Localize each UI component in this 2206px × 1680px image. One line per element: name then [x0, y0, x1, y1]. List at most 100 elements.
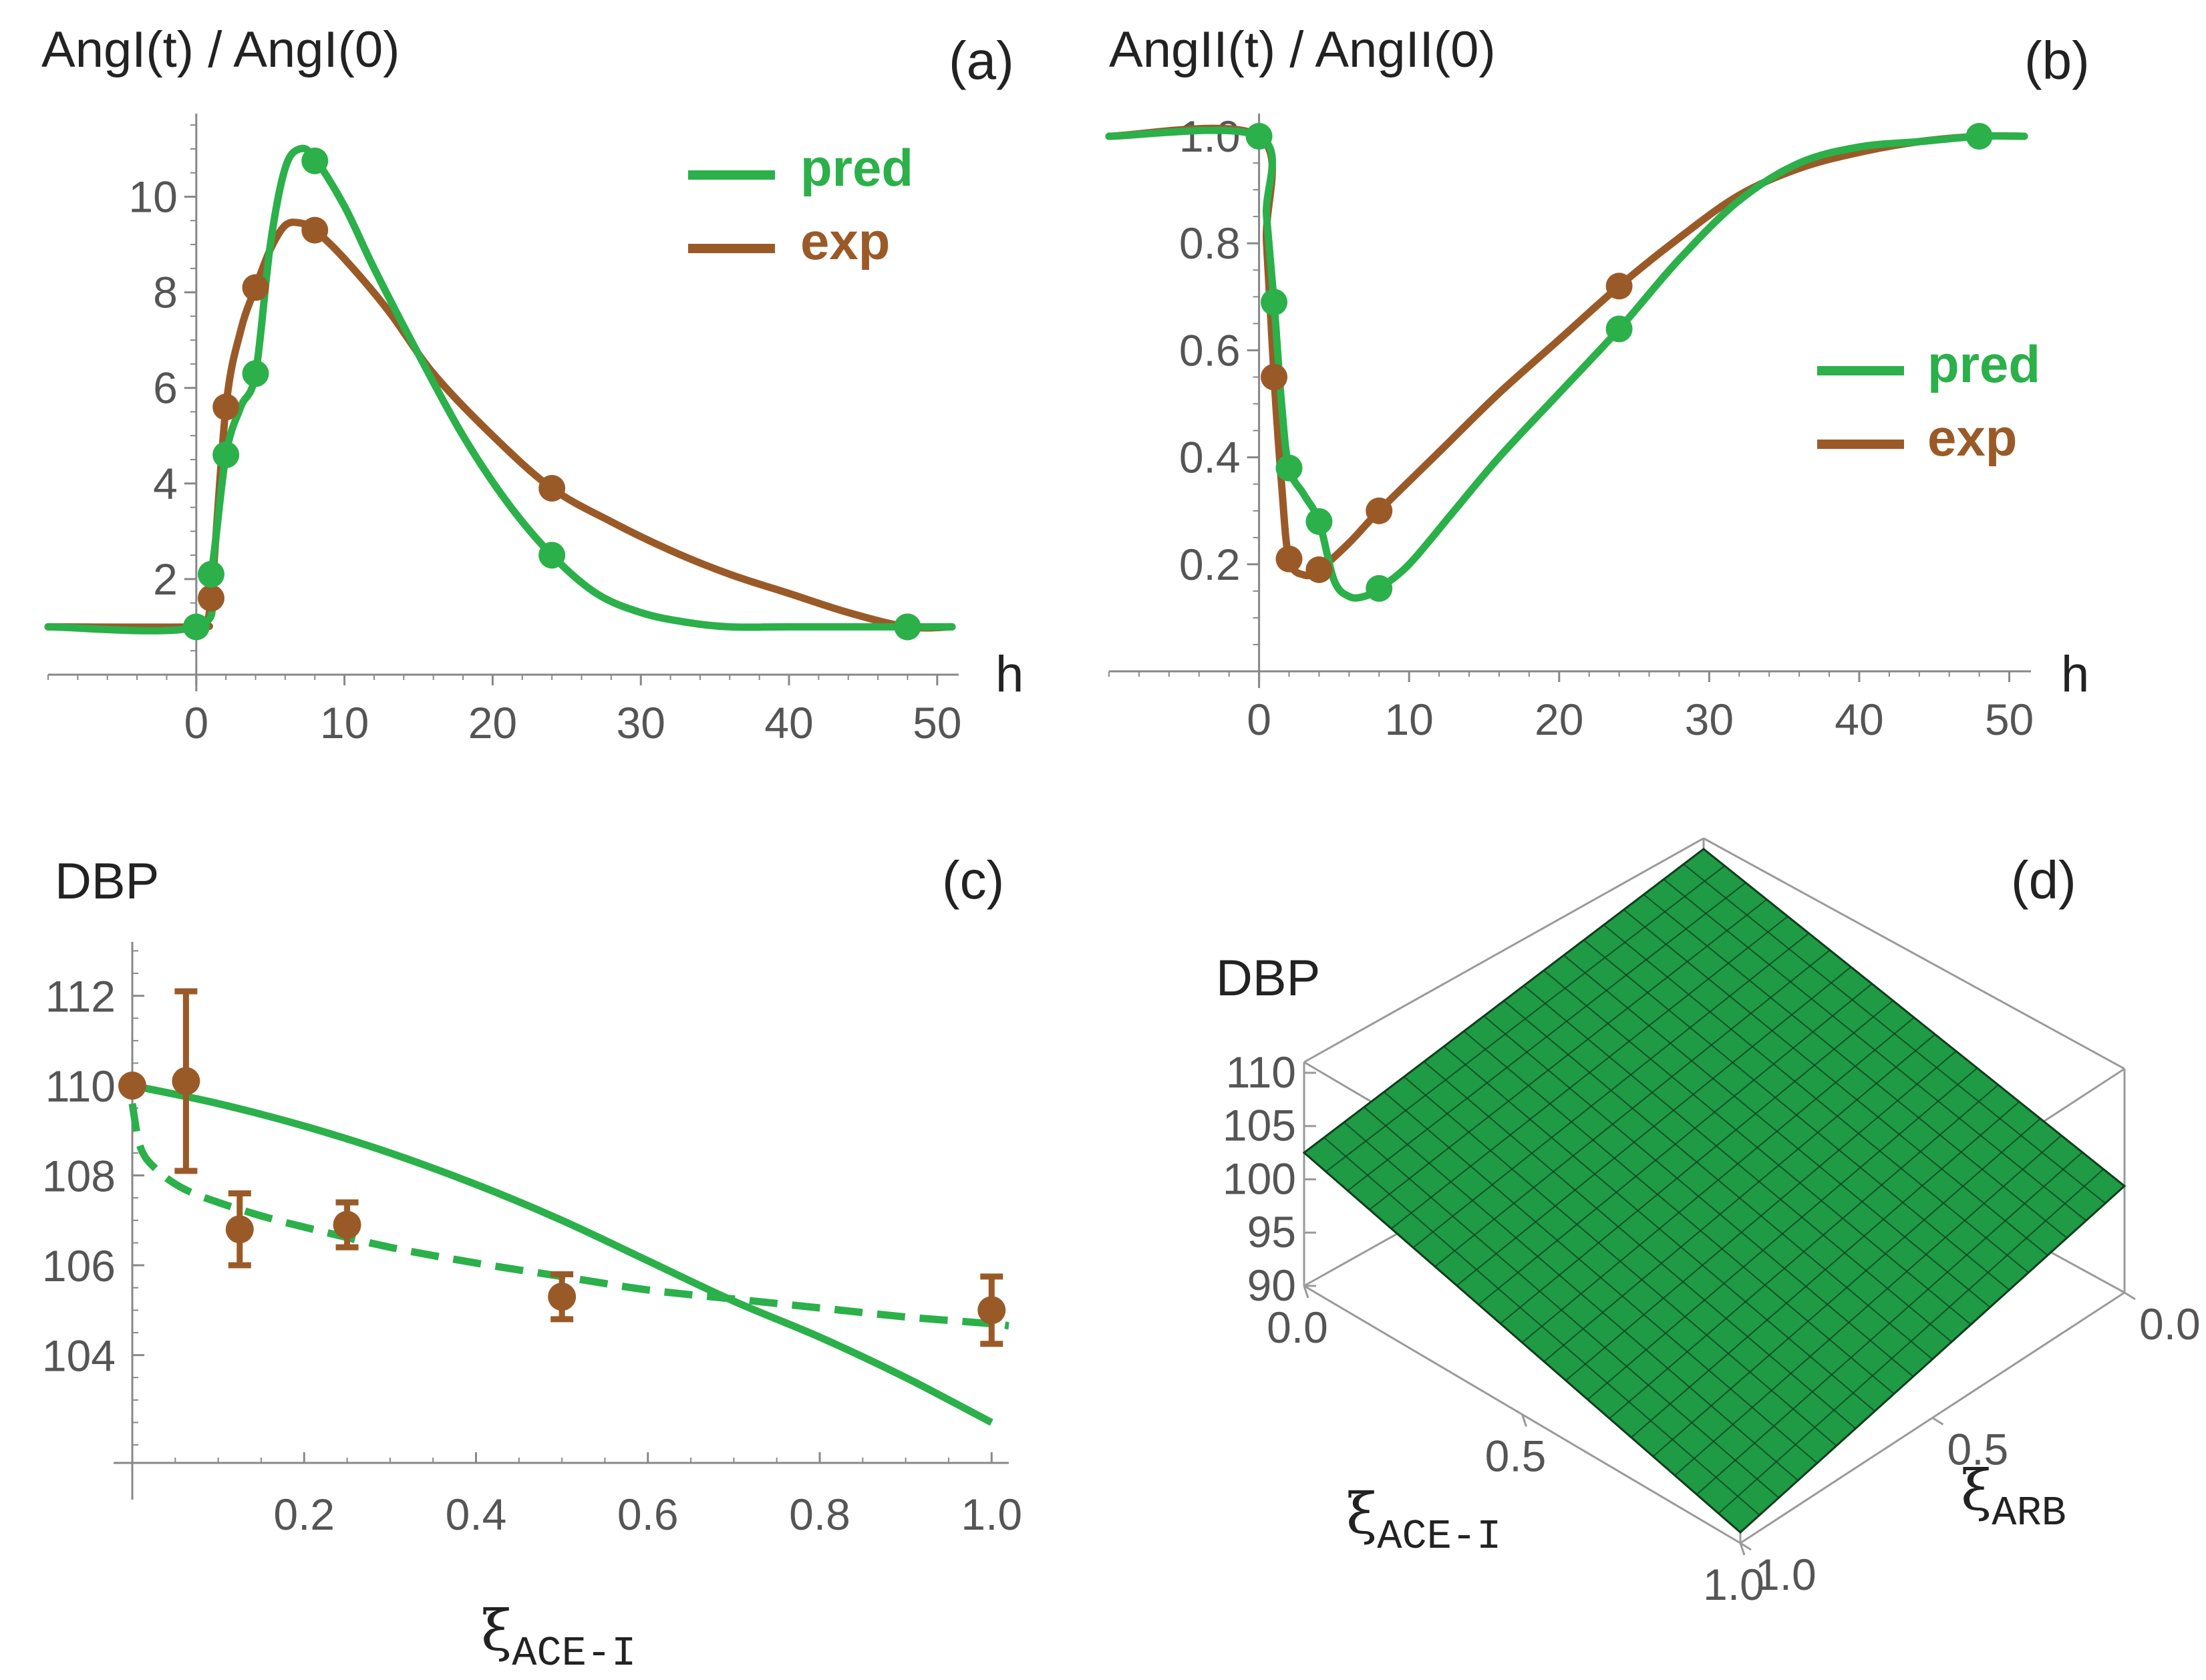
panel-a-axes: 0 10 20 30 40 50 2 4 6 8 10: [47, 114, 962, 747]
panel-c-y-tick-label: 110: [45, 1061, 116, 1111]
panel-c-y-tick-label: 106: [42, 1241, 116, 1291]
panel-c-data-point: [977, 1296, 1006, 1325]
panel-a-series: [44, 144, 956, 641]
panel-c-x-tick-label: 0.4: [446, 1490, 507, 1539]
panel-d-y-tick-label: 0.5: [1947, 1425, 2009, 1474]
panel-b-y-tick-label: 1.0: [1179, 112, 1241, 161]
surface-mesh-line: [1587, 1067, 1978, 1400]
panel-d-xi-ace: ξ: [1346, 1481, 1377, 1546]
legend-b-pred-label: pred: [1927, 335, 2040, 393]
panel-b-x-tick-label: 10: [1384, 695, 1433, 744]
panel-b-pred-point: [1305, 508, 1333, 535]
surface-mesh-line: [1609, 1084, 1999, 1419]
panel-b: AngII(t) / AngII(0) (b) h 0 10 20 30 40 50 0.2…: [1105, 21, 2090, 744]
panel-a-x-tick-label: 10: [320, 698, 369, 747]
panel-c-axes: 0.2 0.4 0.6 0.8 1.0 104 106 108 110 112: [42, 942, 1022, 1539]
panel-d-label: (d): [2011, 850, 2076, 910]
panel-c-x-tick-label: 1.0: [961, 1490, 1022, 1539]
panel-a-pred-point: [894, 613, 921, 641]
panel-c-x-tick-label: 0.2: [273, 1490, 335, 1539]
surface-mesh-line: [1383, 1091, 1818, 1464]
panel-d-y-tick-label: 1.0: [1755, 1550, 1817, 1599]
surface-mesh-line: [1565, 1050, 1957, 1381]
surface-mesh-line: [1503, 1000, 1933, 1360]
legend-pred-label: pred: [800, 138, 913, 197]
panel-c-data-point: [548, 1283, 577, 1311]
panel-a-exp-point: [301, 216, 329, 244]
panel-a-y-tick-label: 4: [153, 459, 178, 508]
panel-d-x-tick: [1303, 1285, 1309, 1299]
panel-a-label: (a): [949, 31, 1014, 90]
panel-d-y-tick: [1740, 1542, 1752, 1551]
panel-c-x-tick-label: 0.6: [617, 1490, 679, 1539]
panel-d-y-tick-label: 0.0: [2139, 1299, 2201, 1349]
panel-b-axes: 0 10 20 30 40 50 0.2 0.4 0.6 0.8 1.0: [1108, 112, 2034, 744]
surface-mesh-line: [1631, 1101, 2020, 1438]
panel-c: DBP (c) ξACE-I 0.2 0.4 0.6 0.8 1.0 104 106 108 1…: [42, 850, 1022, 1677]
panel-c-y-tick-label: 108: [42, 1152, 116, 1201]
panel-c-y-tick-label: 104: [42, 1331, 116, 1381]
panel-d-x-tick: [1739, 1542, 1746, 1556]
panel-a-x-tick-label: 40: [764, 698, 813, 747]
panel-d-z-tick-label: 100: [1223, 1154, 1296, 1203]
panel-b-x-tick-label: 20: [1535, 695, 1583, 744]
surface-mesh-line: [1483, 1015, 1914, 1377]
panel-c-dashed-line: [128, 1103, 1009, 1330]
panel-a-exp-point: [197, 584, 224, 612]
panel-c-xlabel-sub: ACE-I: [512, 1630, 636, 1677]
panel-c-xlabel: ξACE-I: [481, 1598, 636, 1677]
panel-b-label: (b): [2024, 31, 2090, 90]
panel-d-xlabel: ξACE-I: [1346, 1481, 1501, 1560]
panel-a-y-tick-label: 2: [153, 554, 178, 604]
legend-exp-label: exp: [800, 212, 890, 271]
panel-b-ylabel: AngII(t) / AngII(0): [1109, 21, 1496, 78]
panel-d-zlabel: DBP: [1216, 950, 1320, 1007]
panel-b-xlabel: h: [2061, 646, 2089, 703]
box-top-back-left: [1303, 837, 1704, 1063]
surface-mesh-line: [1652, 1118, 2041, 1458]
panel-a-ylabel: AngI(t) / AngI(0): [41, 21, 400, 78]
panel-b-pred-point: [1275, 454, 1303, 482]
panel-b-y-tick-label: 0.6: [1179, 325, 1241, 375]
panel-a-exp-point: [242, 274, 269, 301]
panel-b-exp-line: [1105, 124, 2028, 580]
surface-mesh-line: [1323, 1137, 1760, 1516]
panel-b-pred-point: [1366, 574, 1393, 602]
panel-a-pred-point: [182, 613, 210, 641]
surface-mesh-line: [1443, 1045, 1875, 1412]
panel-b-series: [1105, 123, 2028, 602]
panel-d: (d) DBP 90951001051100.00.51.00.00.51.0 …: [1216, 837, 2201, 1609]
panel-a-exp-point: [212, 393, 240, 421]
panel-b-x-tick-label: 40: [1835, 695, 1883, 744]
panel-a-y-tick-label: 10: [128, 172, 177, 221]
panel-b-pred-point: [1965, 123, 1993, 150]
panel-d-ylabel: ξARB: [1961, 1458, 2066, 1537]
panel-d-z-tick-label: 105: [1223, 1101, 1296, 1150]
panel-b-exp-point: [1605, 273, 1633, 300]
surface-mesh-line: [1364, 1106, 1798, 1482]
panel-c-y-tick-label: 112: [45, 972, 116, 1021]
panel-c-data-point: [118, 1071, 146, 1100]
panel-a-pred-point: [301, 147, 329, 174]
panel-b-pred-point: [1261, 289, 1288, 316]
panel-c-data-point: [225, 1215, 254, 1244]
panel-b-legend: pred exp: [1817, 335, 2040, 467]
panel-d-surface: [1302, 848, 2126, 1534]
panel-b-x-tick-label: 0: [1247, 695, 1271, 744]
panel-b-x-tick-label: 50: [1985, 695, 2034, 744]
panel-b-x-tick-label: 30: [1685, 695, 1734, 744]
panel-b-exp-point: [1305, 556, 1333, 583]
panel-b-pred-line: [1105, 126, 2028, 602]
panel-d-ylabel-sub: ARB: [1992, 1490, 2066, 1537]
surface-mesh-line: [1718, 1168, 2104, 1514]
panel-d-y-tick: [1931, 1417, 1944, 1425]
panel-d-y-tick: [2124, 1291, 2136, 1301]
panel-b-y-tick-label: 0.4: [1179, 433, 1241, 482]
surface-mesh-line: [1403, 1076, 1837, 1447]
panel-a-pred-point: [197, 560, 224, 588]
panel-c-data-point: [172, 1067, 200, 1096]
panel-b-y-tick-label: 0.2: [1179, 540, 1241, 589]
panel-d-z-tick-label: 110: [1226, 1047, 1296, 1097]
